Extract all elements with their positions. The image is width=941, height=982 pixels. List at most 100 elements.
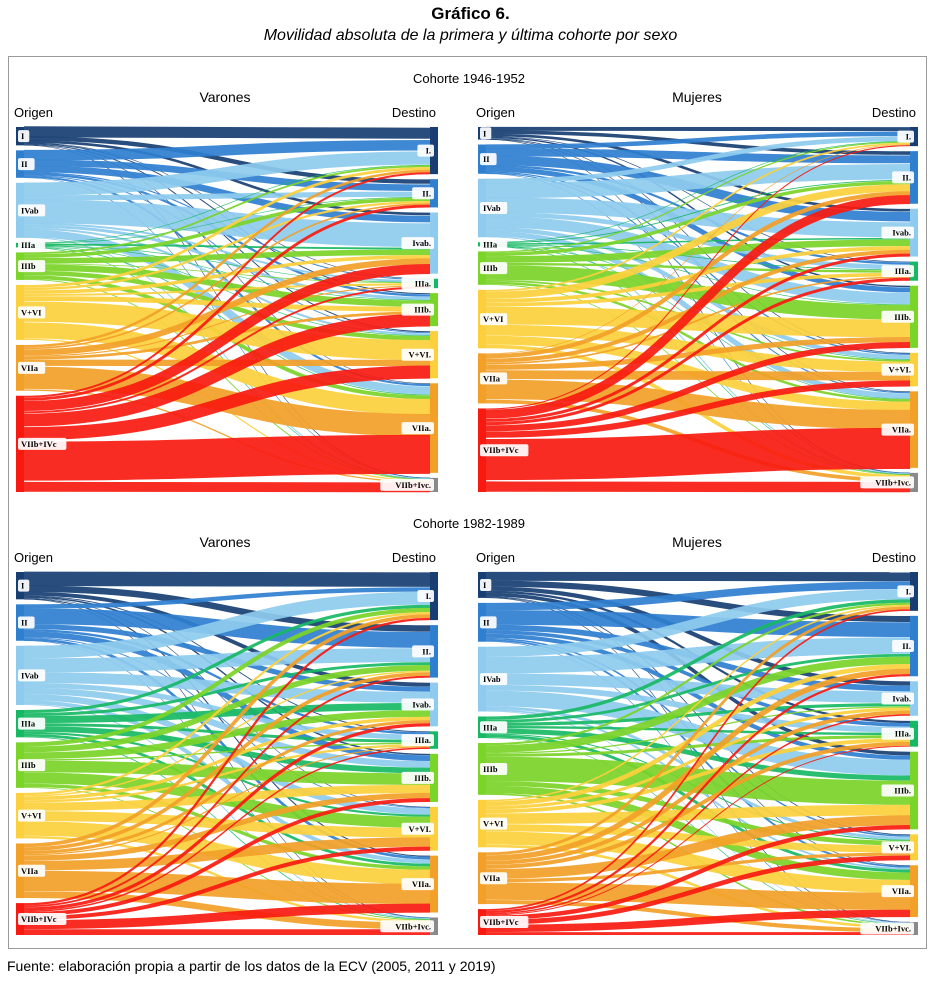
node-label-box — [480, 578, 492, 591]
node-label: IIIb. — [401, 303, 434, 316]
node-label-text: IIIb. — [894, 312, 911, 322]
node-label: VIIa — [18, 361, 46, 374]
flow-band — [23, 200, 431, 291]
node-label-box — [480, 673, 508, 686]
figure-frame — [8, 56, 927, 949]
origin-header: Origen — [14, 105, 53, 120]
flow-band — [485, 668, 911, 861]
flow-band — [485, 581, 911, 611]
destination-header: Destino — [392, 550, 436, 565]
flow-band — [23, 617, 431, 906]
node-label-text: IIIb — [483, 764, 498, 774]
node-label-text: I. — [426, 591, 431, 601]
node-label: V+VI. — [881, 841, 914, 854]
node-label-box — [18, 616, 35, 629]
flow-band — [23, 255, 431, 294]
flow-band — [23, 675, 431, 908]
flow-band — [485, 145, 911, 410]
flow-band — [485, 824, 911, 853]
node-label-box — [18, 809, 46, 822]
node-label-text: V+VI — [21, 307, 42, 317]
node-label-box — [412, 645, 434, 658]
flow-band — [485, 370, 911, 381]
node-label: VIIa. — [401, 878, 434, 891]
node-label-box — [881, 363, 914, 376]
node-label: I. — [417, 590, 434, 603]
node-label-text: Ivab. — [892, 228, 911, 238]
node-label-box — [881, 841, 914, 854]
flow-band — [23, 614, 431, 848]
sankey-panel: IIIIVabIIIaIIIbV+VIVIIaVIIb+IVcI.II.Ivab… — [16, 571, 438, 936]
node-label: VIIb+IVc — [18, 913, 67, 926]
flow-band — [485, 606, 911, 856]
flow-band — [485, 852, 911, 883]
node-label-text: II. — [902, 641, 911, 651]
flow-band — [485, 707, 911, 810]
node-label: II. — [892, 171, 914, 184]
node-label-text: VIIb+IVc — [483, 917, 519, 927]
node-label: IVab — [18, 669, 46, 682]
figure-subtitle: Movilidad absoluta de la primera y últim… — [263, 27, 678, 44]
flow-band — [485, 216, 911, 305]
flow-band — [485, 427, 911, 481]
node-label-text: II. — [422, 188, 431, 198]
node-label-box — [881, 727, 914, 740]
flow-band — [23, 165, 431, 255]
node-label-box — [401, 822, 434, 835]
node-label-box — [480, 202, 508, 215]
flow-band — [23, 870, 431, 904]
flow-band — [485, 337, 911, 370]
flow-band — [485, 684, 911, 733]
node-label-text: VIIa. — [892, 886, 911, 896]
node-label-text: II — [21, 618, 28, 628]
node-label-box — [480, 238, 508, 251]
node-label-box — [892, 640, 914, 653]
destination-header: Destino — [872, 550, 916, 565]
node-label-text: IVab — [21, 670, 39, 680]
flow-band — [485, 324, 911, 373]
flow-band — [485, 745, 911, 916]
node-label: VIIb+Ivc. — [380, 478, 434, 491]
flow-band — [23, 204, 431, 401]
node-label: IIIb. — [881, 784, 914, 797]
flow-band — [23, 798, 431, 916]
flow-band — [485, 141, 911, 253]
node-label-box — [881, 226, 914, 239]
node-label: II — [18, 158, 35, 171]
node-label: V+VI — [480, 817, 508, 830]
flow-band — [23, 285, 431, 357]
flow-band — [485, 815, 911, 879]
node-label: IIIa. — [401, 734, 434, 747]
node-label-text: IVab — [21, 205, 39, 215]
flow-band — [485, 306, 911, 338]
node-label-text: V+VI. — [888, 842, 911, 852]
node-label-text: VIIa — [483, 873, 501, 883]
node-label-text: VIIb+IVc — [483, 445, 519, 455]
node-label: VIIb+IVc — [18, 437, 67, 450]
sankey-panel: IIIIVabIIIaIIIbV+VIVIIaVIIb+IVcI.II.Ivab… — [478, 126, 918, 493]
sex-title: Mujeres — [672, 534, 722, 550]
flow-band — [485, 656, 911, 753]
node-label: V+VI — [18, 306, 46, 319]
flow-band — [23, 607, 431, 747]
node-label-text: II — [483, 617, 490, 627]
flow-band — [485, 589, 911, 657]
flow-band — [23, 140, 431, 161]
flow-band — [23, 716, 431, 801]
node-label: IVab — [480, 673, 508, 686]
node-label-box — [401, 698, 434, 711]
node-label: Ivab. — [401, 698, 434, 711]
node-label-box — [860, 476, 914, 489]
flow-band — [23, 164, 431, 244]
flow-band — [485, 166, 911, 293]
node-label-text: IIIa — [483, 722, 498, 732]
flow-band — [485, 136, 911, 263]
node-label: I — [480, 127, 492, 140]
node-label: VIIa. — [401, 422, 434, 435]
node-label-text: I. — [906, 586, 911, 596]
cohort-title: Cohorte 1946-1952 — [413, 71, 525, 86]
node-label: VIIa. — [881, 885, 914, 898]
flow-band — [23, 264, 431, 412]
node-label-text: I. — [906, 132, 911, 142]
node-label: II. — [412, 645, 434, 658]
